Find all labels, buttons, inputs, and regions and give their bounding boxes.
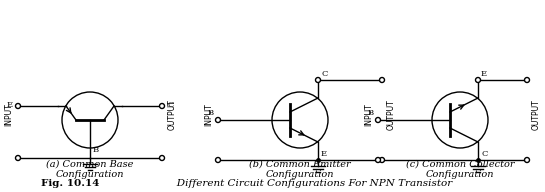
Circle shape xyxy=(316,78,320,83)
Circle shape xyxy=(215,118,221,122)
Text: B: B xyxy=(93,146,99,154)
Text: INPUT: INPUT xyxy=(4,104,14,126)
Text: E: E xyxy=(481,70,487,78)
Circle shape xyxy=(160,103,165,108)
Text: C: C xyxy=(481,150,487,158)
Text: Fig. 10.14: Fig. 10.14 xyxy=(41,180,99,189)
Text: B: B xyxy=(368,109,374,117)
Circle shape xyxy=(215,157,221,162)
Circle shape xyxy=(524,78,530,83)
Circle shape xyxy=(15,156,21,161)
Circle shape xyxy=(475,78,481,83)
Text: OUTPUT: OUTPUT xyxy=(167,100,177,130)
Text: C: C xyxy=(167,101,173,109)
Circle shape xyxy=(379,78,385,83)
Circle shape xyxy=(15,103,21,108)
Text: (a) Common Base
Configuration: (a) Common Base Configuration xyxy=(46,159,134,179)
Text: (b) Common Emitter
Configuration: (b) Common Emitter Configuration xyxy=(249,159,351,179)
Circle shape xyxy=(376,118,380,122)
Circle shape xyxy=(376,157,380,162)
Text: B: B xyxy=(208,109,214,117)
Text: OUTPUT: OUTPUT xyxy=(386,100,396,130)
Text: E: E xyxy=(321,150,327,158)
Text: Different Circuit Configurations For NPN Transistor: Different Circuit Configurations For NPN… xyxy=(167,180,453,189)
Text: (c) Common Collector
Configuration: (c) Common Collector Configuration xyxy=(405,159,514,179)
Text: C: C xyxy=(321,70,328,78)
Circle shape xyxy=(160,156,165,161)
Circle shape xyxy=(524,157,530,162)
Text: INPUT: INPUT xyxy=(204,104,214,126)
Circle shape xyxy=(379,157,385,162)
Text: E: E xyxy=(7,101,13,109)
Text: INPUT: INPUT xyxy=(365,104,373,126)
Text: OUTPUT: OUTPUT xyxy=(531,100,541,130)
